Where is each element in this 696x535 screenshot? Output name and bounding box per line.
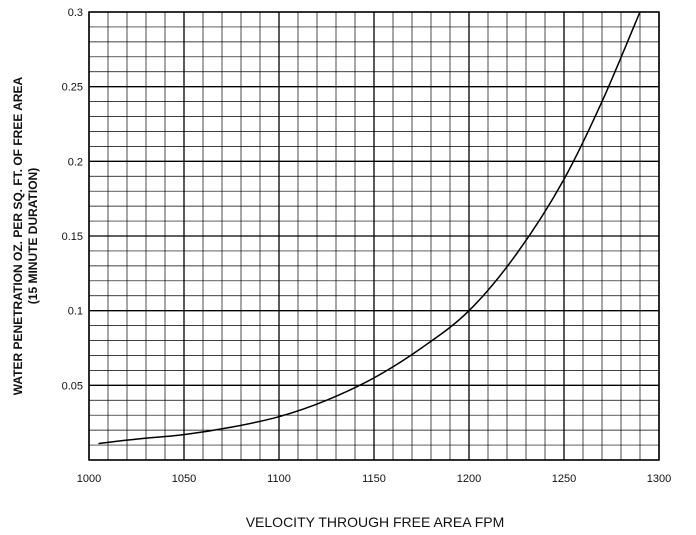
x-tick-labels: 1000 1050 1100 1150 1200 1250 1300 [77, 473, 671, 485]
x-tick-label: 1050 [172, 473, 196, 485]
y-axis-label-line-2: (15 MINUTE DURATION) [26, 168, 40, 304]
y-tick-label: 0.25 [62, 82, 83, 94]
x-tick-label: 1000 [77, 473, 101, 485]
plot-border [88, 11, 660, 461]
y-tick-label: 0.3 [68, 7, 83, 19]
x-tick-label: 1200 [457, 473, 481, 485]
y-axis-label: WATER PENETRATION OZ. PER SQ. FT. OF FRE… [11, 76, 40, 395]
x-tick-label: 1150 [362, 473, 386, 485]
y-tick-label: 0.05 [62, 380, 83, 392]
y-tick-label: 0.1 [68, 306, 83, 318]
y-axis-label-line-1: WATER PENETRATION OZ. PER SQ. FT. OF FRE… [11, 76, 25, 395]
plot-frame [88, 11, 660, 461]
x-tick-label: 1300 [647, 473, 671, 485]
x-axis-label: VELOCITY THROUGH FREE AREA FPM [246, 514, 505, 530]
chart-grid [88, 11, 660, 461]
y-tick-label: 0.15 [62, 231, 83, 243]
x-tick-label: 1100 [267, 473, 291, 485]
x-tick-label: 1250 [552, 473, 576, 485]
y-tick-label: 0.2 [68, 156, 83, 168]
y-tick-labels: 0.05 0.1 0.15 0.2 0.25 0.3 [62, 7, 83, 392]
penetration-curve [98, 11, 641, 445]
